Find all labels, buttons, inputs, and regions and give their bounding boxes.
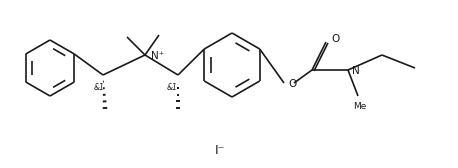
Text: O: O bbox=[331, 34, 339, 44]
Text: N: N bbox=[352, 66, 360, 76]
Text: N⁺: N⁺ bbox=[151, 51, 164, 61]
Text: I⁻: I⁻ bbox=[215, 143, 225, 157]
Text: &1: &1 bbox=[93, 83, 104, 92]
Text: O: O bbox=[288, 79, 296, 89]
Text: &1: &1 bbox=[167, 83, 177, 92]
Text: Me: Me bbox=[353, 102, 367, 111]
